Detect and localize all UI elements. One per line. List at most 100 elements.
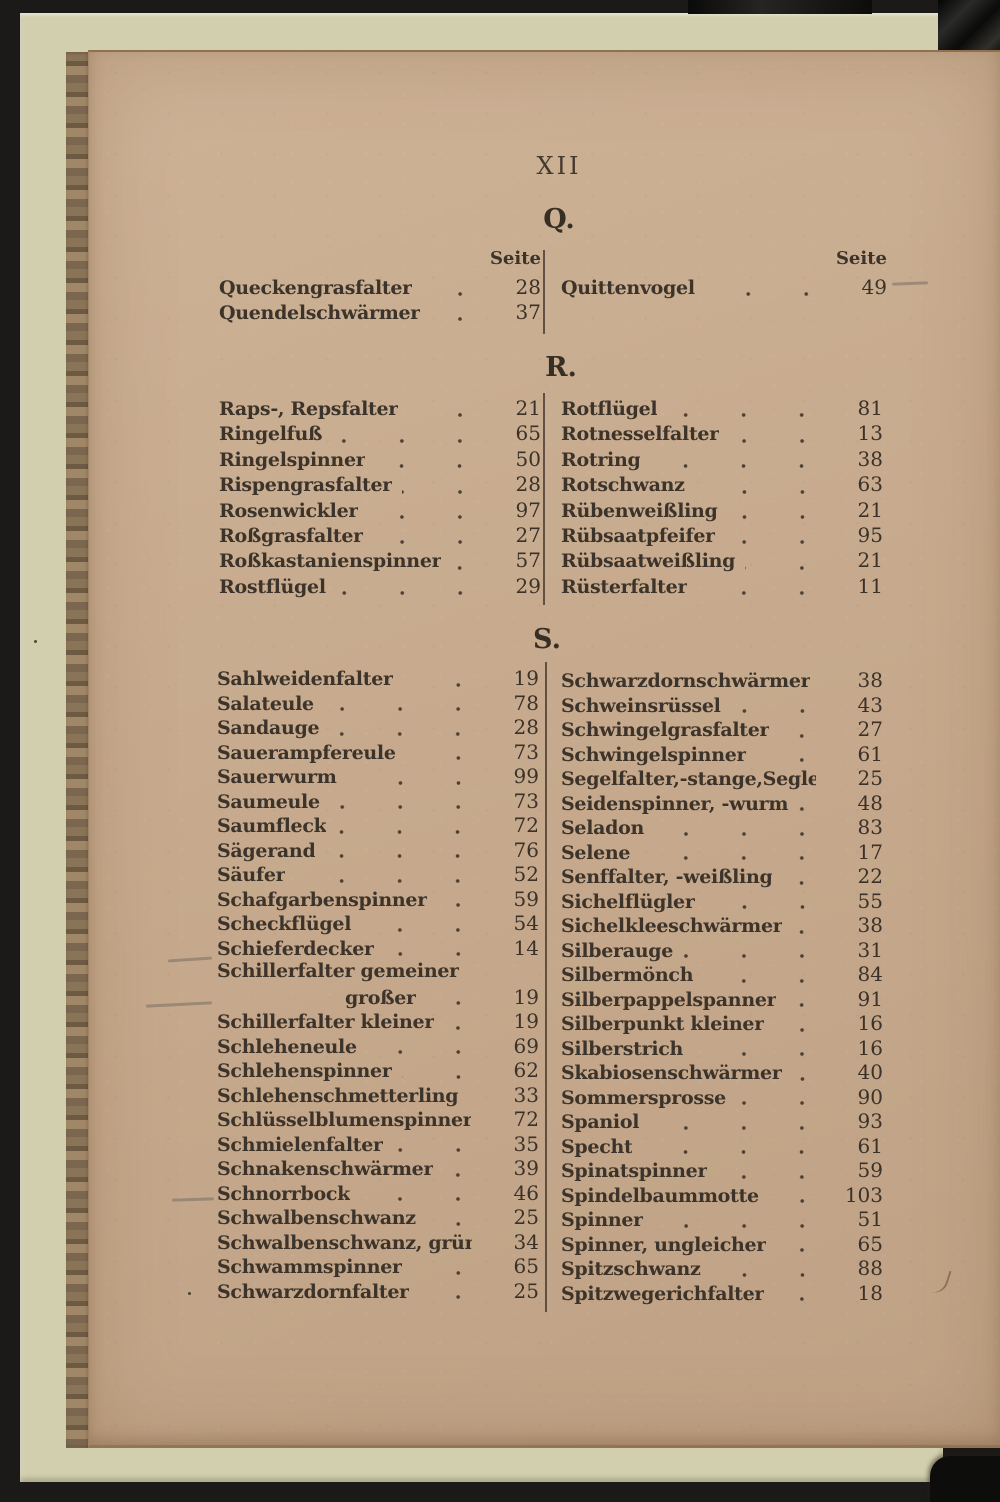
entry-page-number: 38	[857, 668, 883, 692]
dot-leader	[782, 874, 835, 889]
index-entry-row: Schwalbenschwanz, grüner 34	[217, 1229, 539, 1254]
entry-name: Spitzwegerichfalter	[561, 1282, 765, 1305]
entry-page-number: 50	[515, 446, 541, 471]
index-entry-row: Ringelspinner 50	[219, 446, 541, 473]
entry-name: Quittenvogel	[561, 277, 695, 299]
dot-leader	[430, 311, 493, 325]
index-entry-row: Silberpunkt kleiner 16	[561, 1011, 883, 1036]
entry-name: Sahlweidenfalter	[217, 668, 393, 690]
entry-name: Spinner, ungleicher	[561, 1233, 767, 1256]
entry-page-number: 34	[513, 1229, 539, 1254]
dot-leader	[728, 432, 835, 447]
dot-leader	[329, 799, 491, 813]
entry-page-number: 59	[857, 1158, 883, 1182]
index-entry-row: Sichelflügler 55	[561, 889, 883, 913]
index-entry-row: Quittenvogel 49	[561, 275, 887, 300]
entry-list: Rotflügel 81 Rotnesselfalter 13 Rotring …	[561, 396, 883, 600]
entry-page-number: 18	[857, 1280, 883, 1305]
entry-name: Raps-, Repsfalter	[219, 398, 398, 420]
index-entry-row: Sichelkleeschwärmer 38	[561, 913, 883, 938]
entry-name: Rübenweißling	[561, 499, 718, 522]
entry-name: Schweinsrüssel	[561, 694, 721, 717]
entry-page-number: 88	[857, 1256, 883, 1280]
dot-leader	[779, 727, 835, 742]
index-entry-row: Schwingelspinner 61	[561, 742, 883, 766]
index-entry-row: Spinner 51	[561, 1207, 883, 1232]
entry-name: Schwammspinner	[217, 1256, 402, 1278]
cover-speck	[34, 640, 37, 643]
entry-name: Schwalbenschwanz, grüner	[217, 1231, 472, 1254]
entry-page-number: 29	[515, 573, 541, 598]
dot-leader	[820, 678, 835, 693]
entry-page-number: 54	[513, 911, 539, 935]
column-divider-s	[545, 662, 547, 1312]
index-entry-row: Rotnesselfalter 13	[561, 421, 883, 447]
index-entry-row: Rotflügel 81	[561, 396, 883, 422]
entry-list: Queckengrasfalter 28 Quendelschwärmer 37	[219, 275, 541, 325]
entry-name: Sauerampfereule	[217, 741, 396, 764]
entry-name: Rübsaatweißling	[561, 550, 736, 573]
entry-name: großer	[345, 986, 416, 1009]
entry-name: Schlehenschmetterling	[217, 1084, 459, 1107]
dot-leader	[735, 1095, 835, 1109]
entry-page-number: 17	[857, 839, 883, 864]
index-entry-row: Sommersprosse 90	[561, 1085, 883, 1109]
page-stack-edge	[66, 52, 92, 1448]
entry-page-number: 27	[857, 717, 883, 741]
entry-page-number: 59	[513, 886, 539, 911]
column-divider-r	[543, 393, 545, 605]
index-entry-row: Schnorrbock 46	[217, 1180, 539, 1205]
entry-name: Sandauge	[217, 717, 320, 739]
index-entry-row: Silberstrich 16	[561, 1036, 883, 1060]
entry-list: Quittenvogel 49	[561, 275, 887, 300]
entry-name: Schieferdecker	[217, 937, 374, 960]
index-entry-row: Schillerfalter kleiner 19	[217, 1009, 539, 1034]
index-entry-row: Schwingelgrasfalter 27	[561, 717, 883, 742]
dot-leader	[825, 776, 835, 791]
entry-name: Roßkastanienspinner	[219, 550, 442, 573]
index-entry-row: Sauerwurm 99	[217, 764, 539, 789]
dot-leader	[425, 995, 491, 1009]
dot-leader	[421, 286, 493, 300]
entry-page-number: 62	[513, 1058, 539, 1082]
entry-name: Sichelkleeschwärmer	[561, 915, 783, 937]
book-page: XII Q. Seite Queckengrasfalter 28 Quende…	[88, 50, 1000, 1448]
entry-name: Saumeule	[217, 790, 320, 813]
entry-page-number: 39	[513, 1156, 539, 1180]
entry-page-number: 46	[513, 1180, 539, 1205]
index-entry-row: Salateule 78	[217, 691, 539, 715]
index-entry-row: Schwammspinner 65	[217, 1254, 539, 1279]
index-entry-row: Silberauge 31	[561, 938, 883, 962]
index-entry-row: Rostflügel 29	[219, 573, 541, 600]
entry-name: Schillerfalter gemeiner	[217, 960, 459, 982]
entry-name: Spinatspinner	[561, 1160, 708, 1182]
dot-leader	[730, 703, 835, 717]
dot-leader	[425, 1215, 491, 1230]
entry-page-number: 51	[857, 1207, 883, 1231]
entry-name: Schleheneule	[217, 1035, 357, 1058]
entry-name: Schafgarbenspinner	[217, 888, 427, 911]
index-entry-row: Raps-, Repsfalter 21	[219, 396, 541, 422]
dot-leader	[727, 508, 835, 523]
entry-list: Sahlweidenfalter 19 Salateule 78 Sandaug…	[217, 666, 539, 1303]
entry-name: Rotflügel	[561, 398, 658, 420]
dot-leader	[332, 432, 493, 447]
entry-name: Spitzschwanz	[561, 1258, 701, 1280]
entry-page-number: 19	[513, 1009, 539, 1033]
dot-leader	[791, 1070, 835, 1085]
entry-name: Schillerfalter kleiner	[217, 1011, 435, 1033]
entry-page-number: 48	[857, 790, 883, 815]
seite-column-header: Seite	[489, 248, 541, 269]
binding-corner	[930, 1456, 1000, 1502]
index-entry-row: Spitzwegerichfalter 18	[561, 1280, 883, 1305]
dot-leader	[704, 899, 835, 913]
index-entry-row: Schweinsrüssel 43	[561, 693, 883, 717]
entry-name: Schlehenspinner	[217, 1060, 392, 1082]
dot-leader	[401, 1068, 491, 1083]
dot-leader	[667, 407, 835, 422]
index-entry-row: Segelfalter,-stange,Segler 25	[561, 766, 883, 791]
index-entry-row: Rosenwickler 97	[219, 498, 541, 523]
entry-name: Schlüsselblumenspinner	[217, 1109, 472, 1131]
entry-name: Schwalbenschwanz	[217, 1207, 416, 1229]
dot-leader	[798, 801, 835, 815]
